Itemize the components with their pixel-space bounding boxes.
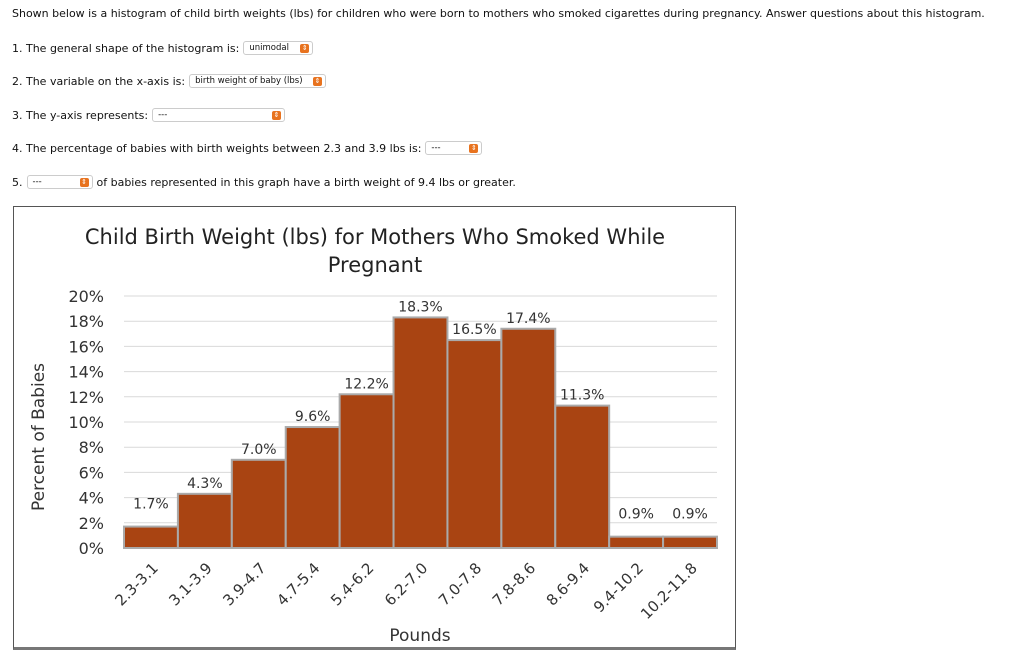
dropdown-value: unimodal [249, 43, 289, 53]
y-tick-label: 10% [68, 413, 104, 432]
question-text: 2. The variable on the x-axis is: [12, 74, 186, 88]
y-tick-label: 8% [79, 438, 104, 457]
chart-svg: Child Birth Weight (lbs) for Mothers Who… [29, 225, 718, 646]
x-tick-label: 10.2-11.8 [637, 559, 701, 623]
x-tick-label: 7.0-7.8 [435, 559, 485, 609]
x-tick-label: 6.2-7.0 [381, 559, 431, 609]
data-label: 9.6% [295, 409, 331, 425]
x-tick-label: 3.1-3.9 [165, 559, 215, 609]
data-label: 4.3% [187, 476, 223, 492]
x-tick-label: 3.9-4.7 [219, 559, 269, 609]
histogram-bar [500, 327, 557, 550]
answer-dropdown[interactable]: --- ⇕ [152, 108, 286, 122]
data-label: 0.9% [618, 507, 654, 523]
y-tick-label: 0% [79, 539, 104, 558]
dropdown-arrow-icon: ⇕ [469, 143, 479, 153]
answer-dropdown[interactable]: --- ⇕ [425, 141, 483, 155]
histogram-bar [446, 339, 503, 549]
x-tick-label: 2.3-3.1 [111, 559, 161, 609]
dropdown-arrow-icon: ⇕ [313, 76, 323, 86]
histogram-bar [284, 426, 341, 549]
data-label: 0.9% [672, 507, 708, 523]
y-axis-label: Percent of Babies [29, 363, 49, 511]
intro-text: Shown below is a histogram of child birt… [12, 7, 985, 20]
question-5: 5. --- ⇕ of babies represented in this gr… [12, 175, 516, 189]
x-tick-label: 7.8-8.6 [489, 559, 539, 609]
x-tick-label: 4.7-5.4 [273, 559, 323, 609]
question-text-after: of babies represented in this graph have… [96, 175, 516, 189]
data-label: 17.4% [506, 311, 550, 327]
question-1: 1. The general shape of the histogram is… [12, 41, 317, 55]
histogram-bar [608, 535, 665, 550]
data-label: 7.0% [241, 442, 277, 458]
histogram-bar [176, 492, 233, 550]
y-tick-label: 16% [68, 337, 104, 356]
dropdown-arrow-icon: ⇕ [79, 177, 89, 187]
question-3: 3. The y-axis represents: --- ⇕ [12, 108, 289, 122]
y-tick-label: 14% [68, 363, 104, 382]
chart-title-line1: Child Birth Weight (lbs) for Mothers Who… [85, 225, 665, 249]
x-axis-label: Pounds [389, 626, 450, 646]
histogram-bar [338, 393, 395, 549]
histogram-bar [392, 316, 449, 549]
answer-dropdown[interactable]: --- ⇕ [26, 175, 93, 189]
y-tick-label: 6% [79, 463, 104, 482]
y-tick-label: 12% [68, 388, 104, 407]
y-tick-label: 18% [68, 312, 104, 331]
question-text: 1. The general shape of the histogram is… [12, 41, 240, 55]
dropdown-arrow-icon: ⇕ [300, 43, 310, 53]
dropdown-value: --- [431, 143, 441, 153]
dropdown-value: --- [158, 110, 168, 120]
data-label: 12.2% [344, 376, 388, 392]
x-tick-label: 5.4-6.2 [327, 559, 377, 609]
question-text: 5. [12, 175, 23, 189]
y-tick-label: 4% [79, 489, 104, 508]
histogram-bar [230, 458, 287, 549]
dropdown-value: birth weight of baby (lbs) [195, 76, 303, 86]
y-tick-label: 2% [79, 514, 104, 533]
question-2: 2. The variable on the x-axis is: birth … [12, 74, 330, 88]
question-4: 4. The percentage of babies with birth w… [12, 141, 486, 155]
answer-dropdown[interactable]: unimodal ⇕ [243, 41, 314, 55]
data-label: 11.3% [560, 388, 604, 404]
data-label: 1.7% [133, 497, 169, 513]
histogram-chart: Child Birth Weight (lbs) for Mothers Who… [13, 206, 736, 650]
dropdown-arrow-icon: ⇕ [272, 110, 282, 120]
histogram-bar [554, 404, 611, 549]
histogram-bar [123, 525, 179, 549]
answer-dropdown[interactable]: birth weight of baby (lbs) ⇕ [189, 74, 327, 88]
question-text: 4. The percentage of babies with birth w… [12, 141, 422, 155]
question-text: 3. The y-axis represents: [12, 108, 149, 122]
data-label: 18.3% [398, 299, 442, 315]
histogram-bar [662, 535, 718, 550]
data-label: 16.5% [452, 322, 496, 338]
y-tick-label: 20% [68, 287, 104, 306]
x-tick-label: 8.6-9.4 [543, 559, 593, 609]
dropdown-value: --- [32, 177, 42, 187]
chart-title-line2: Pregnant [328, 253, 422, 277]
